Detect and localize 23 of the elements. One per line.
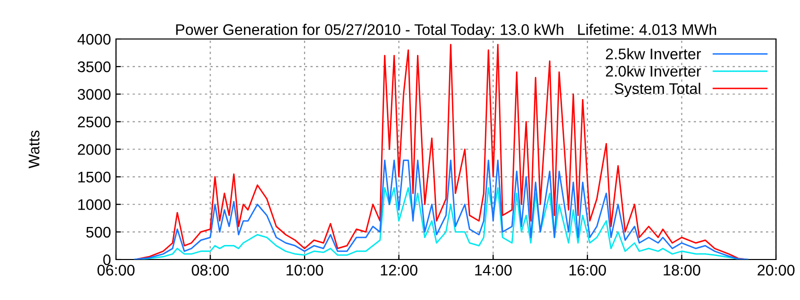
legend-label: 2.0kw Inverter: [606, 65, 701, 77]
x-tick-label: 08:00: [192, 264, 229, 276]
x-tick-label: 16:00: [569, 264, 606, 276]
y-tick-label: 1000: [78, 199, 111, 210]
chart-title: Power Generation for 05/27/2010 - Total Today: 13.0 kWh Lifetime: 4.013 MWh: [176, 24, 716, 38]
x-tick-label: 14:00: [475, 264, 512, 276]
y-tick-label: 0: [103, 254, 111, 266]
y-axis-title: Watts: [28, 130, 40, 168]
y-tick-label: 3500: [78, 61, 111, 72]
x-tick-label: 12:00: [380, 264, 418, 276]
y-tick-label: 2000: [78, 144, 111, 155]
legend-label: System Total: [614, 82, 700, 98]
y-tick-label: 2500: [78, 116, 111, 128]
legend-label: 2.5kw Inverter: [606, 48, 701, 60]
y-tick-label: 4000: [78, 34, 111, 45]
y-tick-label: 3000: [78, 88, 111, 100]
line-series: [134, 160, 748, 260]
y-tick-label: 1500: [78, 172, 111, 182]
x-tick-label: 10:00: [286, 264, 324, 276]
x-tick-label: 20:00: [758, 264, 795, 276]
x-tick-label: 06:00: [97, 264, 135, 276]
y-tick-label: 500: [86, 226, 111, 238]
x-tick-label: 18:00: [664, 264, 700, 276]
